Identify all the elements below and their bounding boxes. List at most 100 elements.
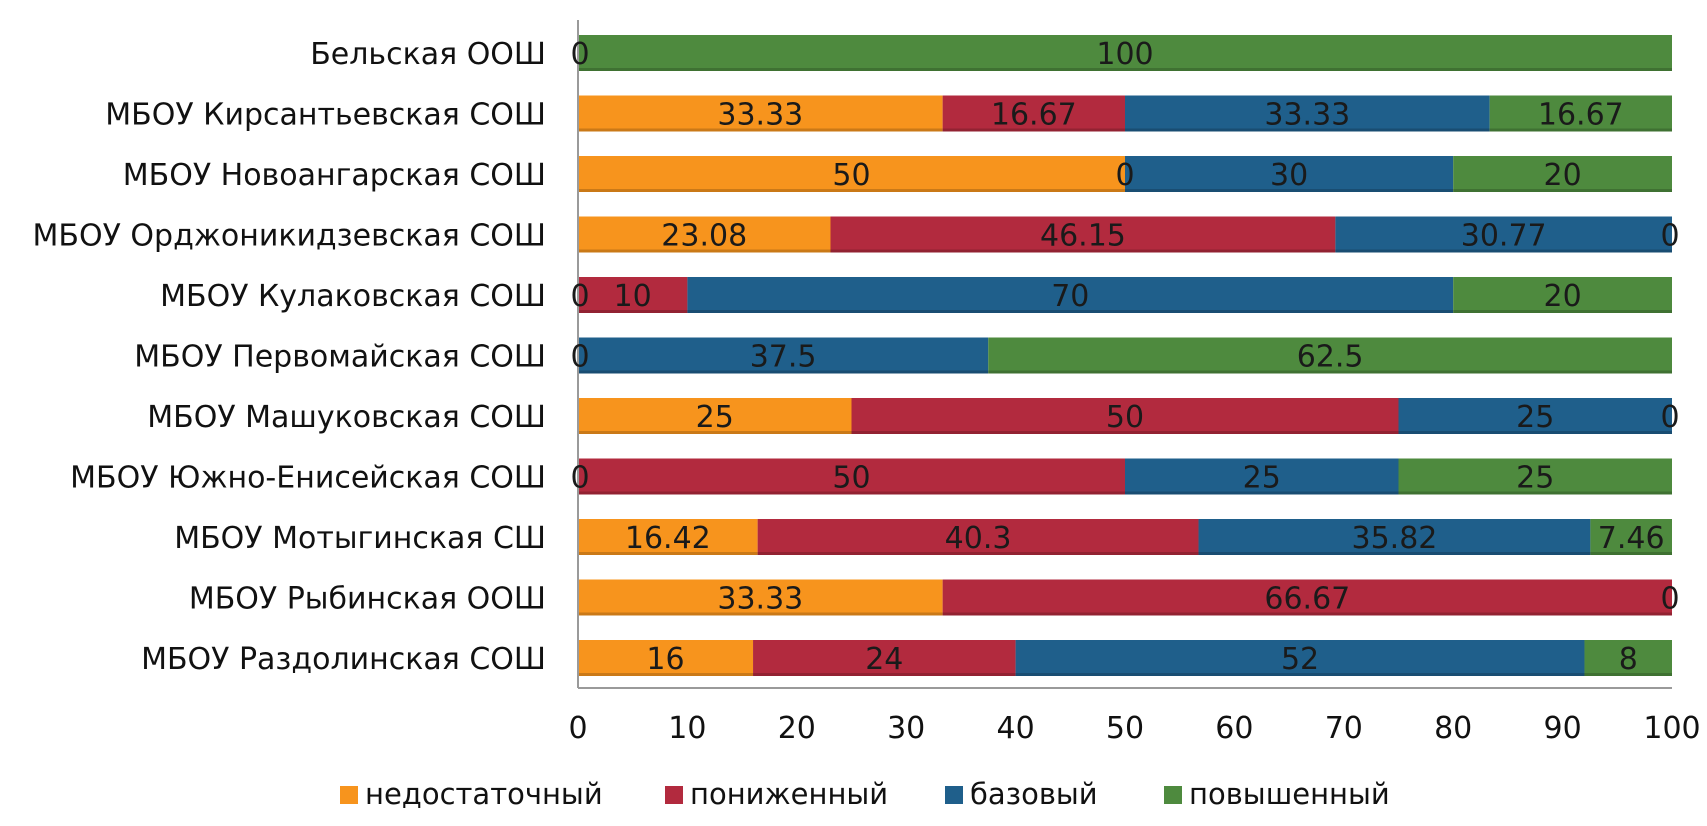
data-label: 70 (1051, 279, 1089, 314)
bar-segment (578, 95, 943, 132)
bar-segment (1590, 519, 1672, 555)
bar-segment (1198, 519, 1591, 555)
data-label: 0 (570, 340, 589, 375)
data-label: 8 (1619, 642, 1638, 677)
x-tick-label: 30 (887, 711, 925, 746)
x-tick-label: 90 (1544, 711, 1582, 746)
data-label: 20 (1544, 279, 1582, 314)
bar-segment (1335, 216, 1672, 253)
bar-segment (578, 35, 1672, 71)
data-label: 66.67 (1264, 582, 1350, 617)
bar-segment-shade (578, 128, 943, 132)
bar-segment (1125, 95, 1490, 132)
bar-segment-shade (851, 431, 1399, 434)
bar-segment (757, 519, 1199, 555)
bar-segment (830, 216, 1336, 253)
category-label: Бельская ООШ (310, 37, 546, 72)
bar-segment-shade (687, 310, 1454, 313)
data-label: 25 (1243, 461, 1281, 496)
bar-segment (578, 519, 758, 555)
data-label: 16 (646, 642, 684, 677)
legend-swatch (945, 786, 963, 804)
bar-segment (1398, 458, 1672, 495)
bar-segment-shade (1453, 310, 1672, 313)
bar-segment-shade (578, 370, 989, 374)
x-tick-label: 80 (1434, 711, 1472, 746)
bar-segment (687, 277, 1454, 313)
category-label: МБОУ Рыбинская ООШ (189, 582, 546, 617)
bar-segment-shade (578, 189, 1125, 192)
legend-swatch (665, 786, 683, 804)
bar-segment-shade (830, 249, 1336, 253)
bar-segment (578, 640, 754, 676)
bar-segment (578, 579, 943, 616)
bar-segment-shade (578, 249, 831, 253)
legend-label: базовый (970, 777, 1098, 811)
x-tick-label: 0 (568, 711, 587, 746)
bar-segment (578, 337, 989, 374)
data-label: 50 (1106, 400, 1144, 435)
bar-segment-shade (753, 673, 1016, 676)
bar-segment-shade (757, 552, 1199, 555)
bar-segment (1015, 640, 1585, 676)
bar-segment (578, 458, 1125, 495)
data-label: 25 (1516, 461, 1554, 496)
bar-segment-shade (578, 491, 1125, 495)
data-label: 33.33 (717, 98, 803, 133)
bar-segment-shade (942, 128, 1125, 132)
bar-segment (578, 277, 688, 313)
data-label: 0 (570, 37, 589, 72)
x-tick-label: 100 (1643, 711, 1700, 746)
data-label: 16.67 (1538, 98, 1624, 133)
data-label: 25 (1516, 400, 1554, 435)
category-label: МБОУ Кулаковская СОШ (160, 279, 546, 314)
bar-segment (1584, 640, 1672, 676)
bar-segment (578, 398, 852, 434)
bar-segment-shade (578, 673, 754, 676)
data-label: 0 (1660, 582, 1679, 617)
data-label: 20 (1544, 158, 1582, 193)
bar-segment-shade (1398, 491, 1672, 495)
category-label: МБОУ Новоангарская СОШ (123, 158, 546, 193)
x-tick-label: 70 (1325, 711, 1363, 746)
bar-segment (1398, 398, 1672, 434)
bar-segment-shade (988, 370, 1672, 374)
data-label: 0 (570, 461, 589, 496)
data-label: 25 (696, 400, 734, 435)
bar-segment-shade (578, 68, 1672, 71)
bar-segment-shade (1453, 189, 1672, 192)
bar-segment-shade (1015, 673, 1585, 676)
bar-segment (1453, 156, 1672, 192)
data-label: 62.5 (1297, 340, 1364, 375)
x-tick-label: 50 (1106, 711, 1144, 746)
data-label: 46.15 (1040, 219, 1126, 254)
x-tick-label: 60 (1215, 711, 1253, 746)
x-tick-label: 20 (778, 711, 816, 746)
bar-segment-shade (942, 612, 1672, 616)
bar-segment (1125, 156, 1454, 192)
bar-segment (1453, 277, 1672, 313)
bar-segment-shade (1125, 189, 1454, 192)
bar-segment (942, 579, 1672, 616)
data-label: 24 (865, 642, 903, 677)
bar-segment-shade (1125, 128, 1490, 132)
bar-segment-shade (578, 431, 852, 434)
legend-label: повышенный (1189, 777, 1390, 811)
bar-segment (988, 337, 1672, 374)
data-label: 23.08 (661, 219, 747, 254)
legend-label: недостаточный (365, 777, 603, 811)
bar-segment-shade (1198, 552, 1591, 555)
bar-segment (851, 398, 1399, 434)
data-label: 100 (1096, 37, 1153, 72)
x-tick-label: 10 (668, 711, 706, 746)
x-tick-label: 40 (997, 711, 1035, 746)
data-label: 0 (1660, 219, 1679, 254)
legend-swatch (1164, 786, 1182, 804)
legend-swatch (340, 786, 358, 804)
category-label: МБОУ Орджоникидзевская СОШ (33, 219, 546, 254)
data-label: 50 (832, 158, 870, 193)
bar-segment (1489, 95, 1672, 132)
category-label: МБОУ Первомайская СОШ (134, 340, 546, 375)
